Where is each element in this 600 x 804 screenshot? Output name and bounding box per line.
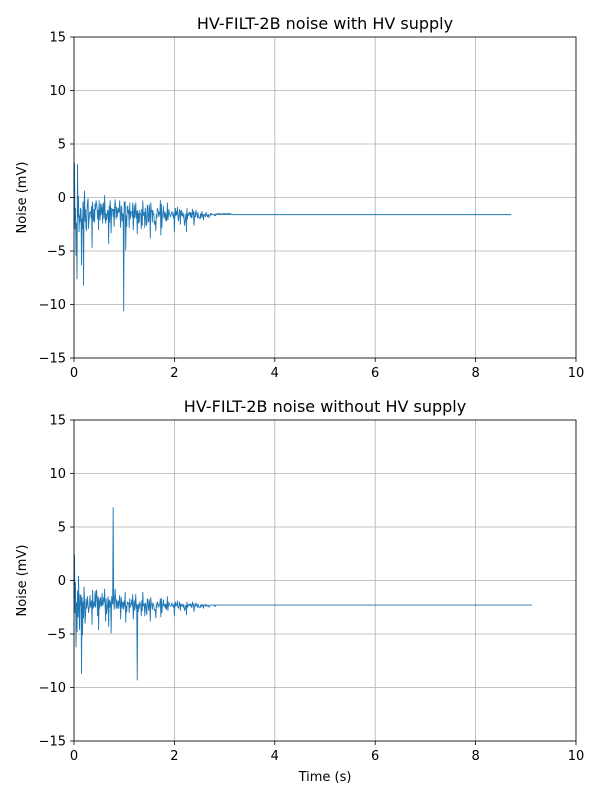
- bottom-x-tick-label: 0: [70, 749, 78, 764]
- bottom-x-tick-label: 2: [170, 749, 178, 764]
- top-x-tick-label: 8: [471, 366, 479, 381]
- bottom-y-tick-label: −10: [39, 681, 66, 696]
- bottom-gridlines: [73, 419, 577, 742]
- bottom-chart-panel: 0 2 4 6 8 10 −15 −10 −5 0 5 10 15 HV-FILT-2B noise w…: [15, 397, 584, 785]
- bottom-y-tick-label: 0: [58, 574, 66, 589]
- top-gridlines: [73, 36, 577, 359]
- top-chart-title: HV-FILT-2B noise with HV supply: [197, 14, 453, 33]
- bottom-noise-series-line: [73, 507, 532, 681]
- top-y-tick-label: 15: [49, 31, 66, 46]
- bottom-chart-title: HV-FILT-2B noise without HV supply: [184, 397, 466, 416]
- top-x-tick-label: 4: [271, 366, 279, 381]
- top-y-tick-label: −5: [47, 245, 66, 260]
- top-noise-series-line: [73, 162, 512, 312]
- bottom-ticks: 0 2 4 6 8 10 −15 −10 −5 0 5 10 15: [39, 414, 585, 765]
- bottom-x-tick-label: 8: [471, 749, 479, 764]
- bottom-y-tick-label: 5: [58, 521, 66, 536]
- bottom-y-tick-label: 15: [49, 414, 66, 429]
- top-x-tick-label: 6: [371, 366, 379, 381]
- top-chart-panel: 0 2 4 6 8 10 −15 −10 −5 0 5 10 15 HV-FILT-2B noise w…: [15, 14, 584, 381]
- top-y-tick-label: 0: [58, 191, 66, 206]
- bottom-x-axis-label: Time (s): [298, 770, 352, 785]
- top-x-tick-label: 2: [170, 366, 178, 381]
- top-y-axis-label: Noise (mV): [15, 162, 30, 234]
- top-y-tick-label: 5: [58, 138, 66, 153]
- top-ticks: 0 2 4 6 8 10 −15 −10 −5 0 5 10 15: [39, 31, 585, 382]
- bottom-x-tick-label: 6: [371, 749, 379, 764]
- bottom-y-tick-label: 10: [49, 467, 66, 482]
- top-x-tick-label: 10: [568, 366, 585, 381]
- top-y-tick-label: 10: [49, 84, 66, 99]
- bottom-y-tick-label: −15: [39, 735, 66, 750]
- bottom-y-axis-label: Noise (mV): [15, 545, 30, 617]
- top-y-tick-label: −15: [39, 352, 66, 367]
- bottom-x-tick-label: 4: [271, 749, 279, 764]
- bottom-x-tick-label: 10: [568, 749, 585, 764]
- top-x-tick-label: 0: [70, 366, 78, 381]
- top-y-tick-label: −10: [39, 298, 66, 313]
- bottom-y-tick-label: −5: [47, 628, 66, 643]
